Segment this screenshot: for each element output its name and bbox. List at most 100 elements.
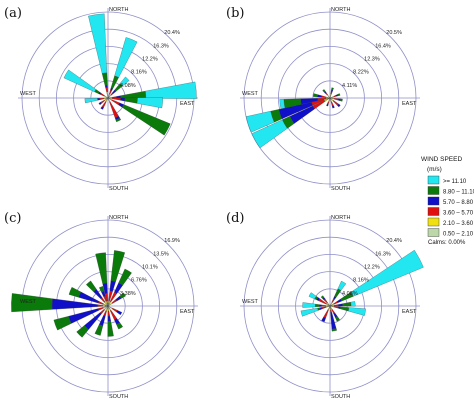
direction-label-south: SOUTH <box>331 394 350 400</box>
wind-rose-panel: 4.08% 8.16% 12.2% 16.3% 20.4% NORTH EAST SOUTH W… <box>4 6 198 192</box>
wind-petal-segment <box>95 252 108 284</box>
wind-petal-segment <box>111 97 121 101</box>
ring-label: 12.3% <box>364 56 380 62</box>
wind-petal-segment <box>315 303 320 308</box>
direction-label-north: NORTH <box>109 215 128 221</box>
wind-petal-segment <box>321 316 326 323</box>
wind-petal-segment <box>331 306 335 308</box>
legend-swatch <box>427 186 440 195</box>
ring-label: 8.16% <box>131 70 147 76</box>
wind-rose-panel: 4.11% 8.22% 12.3% 16.4% 20.5% NORTH EAST SOUTH W… <box>226 6 420 192</box>
wind-rose-panels: 4.08% 8.16% 12.2% 16.3% 20.4% NORTH EAST SOUTH W… <box>4 6 424 400</box>
wind-petal-segment <box>333 98 339 101</box>
wind-petal-segment <box>100 106 104 110</box>
wind-petal-segment <box>84 98 98 104</box>
wind-petal-segment <box>119 76 130 87</box>
ring-label: 20.4% <box>386 238 402 244</box>
direction-label-north: NORTH <box>331 7 350 13</box>
wind-petal-segment <box>99 315 106 326</box>
wind-petal-segment <box>321 306 327 310</box>
legend-swatch <box>427 196 440 206</box>
ring-label: 16.3% <box>153 43 169 49</box>
legend-title: WIND SPEED <box>421 156 462 163</box>
legend-swatch <box>427 228 440 237</box>
wind-petal-segment <box>279 99 286 110</box>
wind-petal-segment <box>86 280 97 292</box>
wind-petal-segment <box>76 325 89 338</box>
wind-petal-segment <box>118 268 132 286</box>
wind-petal-segment <box>111 99 120 106</box>
legend-swatch <box>427 175 440 185</box>
wind-petal-segment <box>121 104 171 136</box>
wind-petal-segment <box>335 316 340 322</box>
wind-petal-segment <box>308 292 317 300</box>
ring-label: 20.4% <box>164 30 180 36</box>
wind-petal-segment <box>107 320 114 337</box>
ring-label: 4.08% <box>342 291 358 297</box>
direction-label-south: SOUTH <box>331 186 350 192</box>
direction-label-east: EAST <box>180 101 195 107</box>
legend-label: >= 11.10 <box>443 179 467 185</box>
wind-petal-segment <box>338 303 343 307</box>
wind-petal-segment <box>333 304 339 307</box>
wind-petal-segment <box>333 306 339 309</box>
wind-petal-segment <box>321 304 326 307</box>
wind-petal-segment <box>300 307 319 317</box>
wind-petal-segment <box>350 301 356 307</box>
panel-label: (c) <box>4 211 21 226</box>
direction-label-north: NORTH <box>331 215 350 221</box>
wind-petal-segment <box>103 97 107 100</box>
wind-petal-segment <box>332 100 339 106</box>
wind-petal-segment <box>145 81 197 99</box>
wind-petal-segment <box>340 306 350 312</box>
wind-petal-segment <box>317 94 323 98</box>
wind-petal-segment <box>102 305 106 307</box>
direction-label-south: SOUTH <box>109 186 128 192</box>
wind-rose-panel: 3.38% 6.76% 10.1% 13.5% 16.9% NORTH EAST SOUTH W… <box>4 211 198 400</box>
legend-label: 0.50 – 2.10 <box>443 232 474 238</box>
wind-petal-segment <box>63 69 97 93</box>
wind-petal-segment <box>115 117 122 123</box>
wind-petal-segment <box>103 310 107 317</box>
panel-label: (a) <box>4 6 22 21</box>
wind-petal-segment <box>331 305 335 307</box>
ring-label: 4.11% <box>342 83 357 89</box>
direction-label-west: WEST <box>20 299 37 305</box>
wind-petal-segment <box>337 280 347 291</box>
ring-label: 16.9% <box>164 238 180 244</box>
wind-petal-segment <box>331 98 335 100</box>
wind-petal-segment <box>320 295 325 299</box>
wind-petal-segment <box>94 324 104 336</box>
wind-petal-segment <box>302 302 316 308</box>
wind-petal-segment <box>326 103 329 107</box>
legend-calms: Calms: 0.00% <box>428 240 466 246</box>
ring-label: 8.22% <box>353 70 369 76</box>
wind-petal-segment <box>119 292 126 299</box>
wind-speed-legend: WIND SPEED (m/s) >= 11.10 8.80 – 11.10 5.7… <box>421 156 474 246</box>
ring-label: 16.3% <box>375 251 391 257</box>
legend-swatch <box>427 207 440 216</box>
wind-petal-segment <box>321 95 327 98</box>
wind-petal-segment <box>333 301 338 305</box>
wind-petal-segment <box>109 97 113 99</box>
direction-label-east: EAST <box>402 101 417 107</box>
legend-label: 5.70 – 8.80 <box>443 200 474 206</box>
ring-label: 12.2% <box>364 264 380 270</box>
wind-petal-segment <box>99 286 105 293</box>
wind-petal-segment <box>107 310 111 317</box>
wind-petal-segment <box>107 315 111 322</box>
wind-petal-segment <box>322 89 326 93</box>
wind-petal-segment <box>101 72 108 86</box>
wind-petal-segment <box>120 97 125 102</box>
wind-petal-segment <box>97 98 100 101</box>
ring-label: 3.38% <box>120 291 136 297</box>
wind-petal-segment <box>105 308 108 312</box>
wind-petal-segment <box>98 101 102 106</box>
wind-petal-segment <box>105 87 108 93</box>
wind-petal-segment <box>350 249 424 297</box>
wind-petal-segment <box>348 307 366 316</box>
wind-petal-segment <box>331 87 334 91</box>
wind-petal-segment <box>114 37 138 78</box>
panel-label: (d) <box>226 211 244 226</box>
